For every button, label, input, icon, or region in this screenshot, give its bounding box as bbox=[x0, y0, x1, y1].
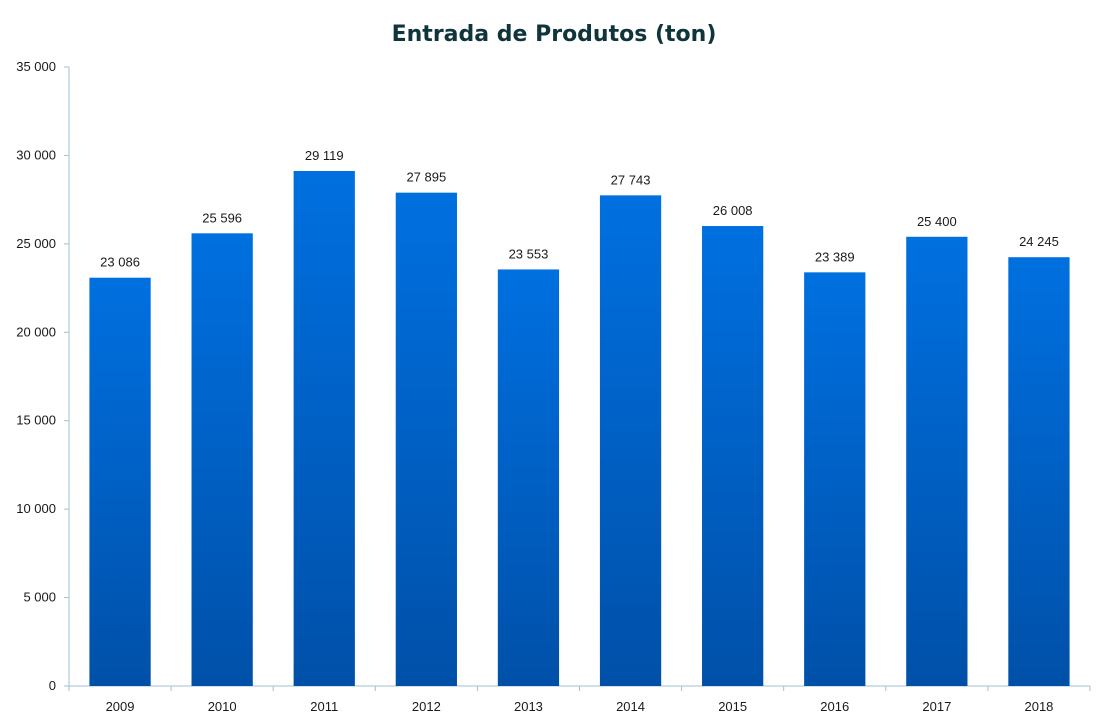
bar-2017 bbox=[906, 236, 968, 687]
x-tick-label-2017: 2017 bbox=[922, 699, 951, 714]
data-label-2018: 24 245 bbox=[1019, 234, 1059, 249]
x-axis: 2009 2010 2011 2012 2013 2014 2015 2016 2017 2018 bbox=[68, 685, 1091, 714]
y-tick-label: 20 000 bbox=[16, 324, 56, 339]
bar-2014 bbox=[599, 195, 662, 687]
x-tick-label-2010: 2010 bbox=[208, 699, 237, 714]
x-tick-label-2016: 2016 bbox=[820, 699, 849, 714]
bar-2011 bbox=[293, 171, 355, 686]
data-label-2015: 26 008 bbox=[713, 203, 753, 218]
y-tick-label: 5 000 bbox=[23, 590, 56, 605]
data-label-2014: 27 743 bbox=[611, 172, 651, 187]
y-tick-label: 10 000 bbox=[16, 501, 56, 516]
x-tick-label-2009: 2009 bbox=[106, 699, 135, 714]
bar-2018 bbox=[1008, 257, 1070, 686]
x-tick-label-2014: 2014 bbox=[616, 699, 645, 714]
x-tick-label-2015: 2015 bbox=[718, 699, 747, 714]
bar-2009 bbox=[89, 277, 151, 686]
x-tick-label-2013: 2013 bbox=[514, 699, 543, 714]
y-tick-label: 30 000 bbox=[16, 147, 56, 162]
x-tick-label-2018: 2018 bbox=[1024, 699, 1053, 714]
bar-2012 bbox=[395, 192, 457, 687]
y-tick-label: 15 000 bbox=[16, 413, 56, 428]
x-tick-label-2011: 2011 bbox=[310, 699, 338, 714]
data-label-2009: 23 086 bbox=[100, 255, 140, 270]
bar-2016 bbox=[804, 272, 866, 686]
data-label-2017: 25 400 bbox=[917, 214, 957, 229]
y-tick-label: 25 000 bbox=[16, 236, 56, 251]
bar-2010 bbox=[191, 233, 253, 686]
bar-2013 bbox=[497, 269, 560, 686]
bars-group bbox=[89, 171, 1070, 687]
chart-title: Entrada de Produtos (ton) bbox=[392, 22, 717, 47]
y-tick-label: 35 000 bbox=[16, 59, 56, 74]
data-label-2012: 27 895 bbox=[406, 170, 446, 185]
y-tick-label: 0 bbox=[49, 678, 56, 693]
data-label-2010: 25 596 bbox=[202, 210, 242, 225]
data-label-2011: 29 119 bbox=[305, 148, 344, 163]
data-label-2013: 23 553 bbox=[509, 246, 549, 261]
y-axis: 0 5 000 10 000 15 000 20 000 25 000 30 000 35 0… bbox=[16, 59, 70, 693]
bar-2015 bbox=[702, 226, 764, 686]
data-label-2016: 23 389 bbox=[815, 249, 855, 264]
x-tick-label-2012: 2012 bbox=[412, 699, 441, 714]
data-labels-group: 23 086 25 596 29 119 27 895 23 553 27 743 26 0… bbox=[100, 148, 1059, 270]
